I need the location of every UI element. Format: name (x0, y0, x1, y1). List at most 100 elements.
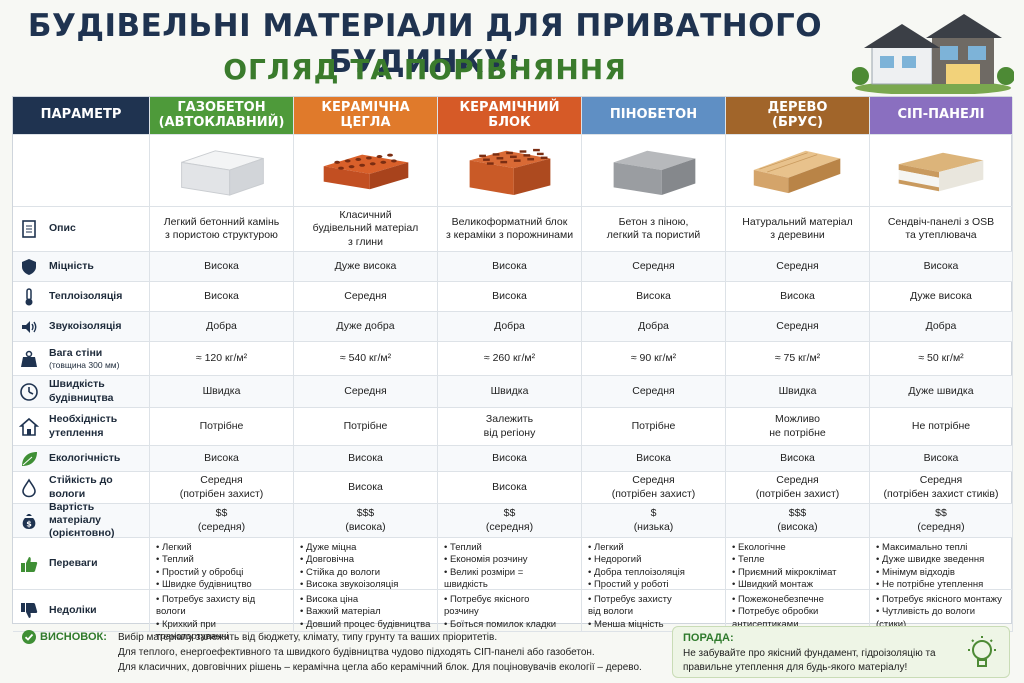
param-label-cell: Швидкість будівництва (13, 376, 150, 408)
cons-list: ПожежонебезпечнеПотребує обробки антисеп… (732, 594, 824, 631)
conclusion-block: ВИСНОВОК: Вибір матеріалу залежить від б… (12, 626, 662, 678)
ceramic-brick-icon (323, 153, 408, 189)
list-item: Мінімум відходів (876, 567, 984, 579)
cons-label: Недоліки (49, 603, 97, 616)
list-item: Простий у роботі (588, 579, 685, 591)
param-label-cell: Необхідність утеплення (13, 408, 150, 446)
list-item: Пожежонебезпечне (732, 594, 824, 606)
value-cell: Бетон з піною, легкий та пористий (582, 207, 726, 252)
param-label-cell: Вага стіни (товщина 300 мм) (13, 342, 150, 376)
list-item: Добра теплоізоляція (588, 567, 685, 579)
aerated-block-icon (180, 149, 264, 196)
thermometer-icon (25, 287, 33, 305)
list-item: Недорогий (588, 554, 685, 566)
param-label-text: Стійкість до вологи (49, 474, 113, 500)
timber-beam-icon (753, 150, 840, 193)
thumbs-down-icon (21, 602, 38, 618)
value-cell: Середня (294, 376, 438, 408)
pros-list: ЛегкийНедорогийДобра теплоізоляціяПрости… (588, 542, 685, 591)
pros-list: ЕкологічнеТеплеПриємний мікрокліматШвидк… (732, 542, 837, 591)
pros-list: ТеплийЕкономія розчинуВеликі розміри = ш… (444, 542, 528, 591)
value-cell: Середня (294, 282, 438, 312)
header-material: СІП-ПАНЕЛІ (870, 97, 1013, 135)
value-cell: Висока (582, 282, 726, 312)
pros-list-cell: ТеплийЕкономія розчинуВеликі розміри = ш… (438, 538, 582, 590)
list-item: Боїться помилок кладки (444, 619, 556, 631)
value-cell: Висока (438, 282, 582, 312)
value-cell: Дуже добра (294, 312, 438, 342)
value-cell: Залежить від регіону (438, 408, 582, 446)
list-item: Крихкий при транспортуванні (156, 619, 287, 644)
tip-block: ПОРАДА: Не забувайте про якісний фундаме… (672, 626, 1010, 678)
param-label-text: Екологічність (49, 451, 121, 464)
value-cell: Легкий бетонний камінь з пористою структ… (150, 207, 294, 252)
house-illustration (852, 14, 1014, 94)
param-label: Теплоізоляція (49, 290, 122, 303)
value-cell: Висока (582, 446, 726, 472)
list-item: Висока звукоізоляція (300, 579, 398, 591)
param-label-text: Опис (49, 222, 76, 235)
list-item: Екологічне (732, 542, 837, 554)
comparison-table: ПАРАМЕТР ГАЗОБЕТОН (АВТОКЛАВНИЙ) КЕРАМІЧНА… (12, 96, 1013, 642)
param-label-cell: Опис (13, 207, 150, 252)
header-material: ПІНОБЕТОН (582, 97, 726, 135)
list-item: Стійка до вологи (300, 567, 398, 579)
value-cell: $$ (середня) (438, 504, 582, 538)
param-label-text: Звукоізоляція (49, 319, 122, 332)
param-label-cell: $ Вартість матеріалу (орієнтовно) (13, 501, 150, 540)
value-cell: Середня (726, 312, 870, 342)
cons-label-cell: Недоліки (13, 590, 150, 632)
cons-list: Висока цінаВажкий матеріалДовший процес … (300, 594, 430, 631)
page-title: БУДІВЕЛЬНІ МАТЕРІАЛИ ДЛЯ ПРИВАТНОГО БУДИ… (27, 8, 823, 80)
cons-list-cell: Висока цінаВажкий матеріалДовший процес … (294, 590, 438, 632)
value-cell: Середня (потрібен захист) (582, 472, 726, 504)
value-cell: Висока (438, 472, 582, 504)
money-bag-icon: $ (22, 513, 36, 529)
value-cell: Середня (582, 376, 726, 408)
list-item: Дуже швидке зведення (876, 554, 984, 566)
tip-text: Не забувайте про якісний фундамент, гідр… (683, 648, 936, 673)
param-label: Вартість матеріалу (орієнтовно) (49, 501, 146, 540)
value-cell: Добра (438, 312, 582, 342)
value-cell: Середня (потрібен захист) (150, 472, 294, 504)
list-item: Швидке будівництво (156, 579, 252, 591)
value-cell: Висока (870, 252, 1013, 282)
list-item: Економія розчину (444, 554, 528, 566)
pros-label-cell: Переваги (13, 538, 150, 590)
value-cell: Добра (870, 312, 1013, 342)
param-label-text: Теплоізоляція (49, 289, 123, 302)
conclusion-label: ВИСНОВОК: (40, 631, 107, 643)
param-label-cell: Екологічність (13, 446, 150, 472)
value-cell: Висока (870, 446, 1013, 472)
value-cell: $$ (середня) (150, 504, 294, 538)
value-cell: Швидка (150, 376, 294, 408)
list-item: Легкий (588, 542, 685, 554)
value-cell: Дуже висока (294, 252, 438, 282)
list-item: Легкий (156, 542, 252, 554)
weight-icon (21, 350, 37, 367)
value-cell: Середня (726, 252, 870, 282)
list-item: Приємний мікроклімат (732, 567, 837, 579)
cons-list: Потребує якісного монтажуЧутливість до в… (876, 594, 1002, 631)
cons-list-cell: Потребує захисту від вологиМенша міцніст… (582, 590, 726, 632)
material-image-cell (150, 135, 294, 207)
clock-icon (20, 382, 38, 401)
value-cell: Середня (потрібен захист стиків) (870, 472, 1013, 504)
list-item: Чутливість до вологи (стики) (876, 606, 1002, 631)
param-label-text: Міцність (49, 259, 94, 272)
cons-list-cell: Потребує якісного розчинуБоїться помилок… (438, 590, 582, 632)
list-item: Теплий (156, 554, 252, 566)
param-label: Стійкість до вологи (49, 474, 146, 500)
list-item: Потребує обробки антисептиками (732, 606, 824, 631)
param-label: Опис (49, 222, 76, 235)
header-parameter: ПАРАМЕТР (13, 97, 150, 135)
speaker-icon (22, 320, 37, 333)
list-item: Великі розміри = швидкість (444, 567, 528, 592)
param-label-cell: Звукоізоляція (13, 312, 150, 342)
value-cell: Висока (726, 446, 870, 472)
list-item: Простий у обробці (156, 567, 252, 579)
value-cell: Дуже висока (870, 282, 1013, 312)
value-cell: Висока (438, 252, 582, 282)
list-item: Менша міцність (588, 619, 672, 631)
pros-label: Переваги (49, 556, 98, 569)
